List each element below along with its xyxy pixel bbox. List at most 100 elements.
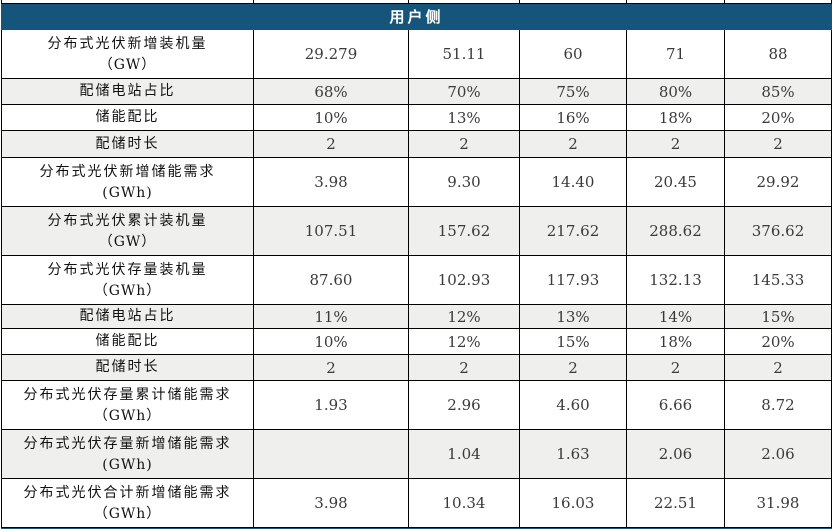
row-label-cell: 分布式光伏存量新增储能需求 (GWh) xyxy=(1,429,254,479)
value-cell: 11% xyxy=(253,304,409,329)
value-cell: 60 xyxy=(519,29,627,79)
row-unit: （GWh） xyxy=(93,407,162,424)
table-row: 配储时长 2 2 2 2 2 xyxy=(1,130,832,158)
value-cell: 29.279 xyxy=(253,29,409,79)
row-label-cell: 配储电站占比 xyxy=(1,304,254,329)
value-cell: 20.45 xyxy=(626,157,725,207)
row-label: 配储时长 xyxy=(95,359,160,375)
row-label: 储能配比 xyxy=(95,109,160,125)
row-label: 分布式光伏存量装机量 xyxy=(47,261,208,278)
value-cell: 68% xyxy=(253,78,409,105)
row-label: 分布式光伏合计新增储能需求 xyxy=(23,484,232,501)
value-cell: 1.04 xyxy=(408,429,520,479)
row-label-cell: 储能配比 xyxy=(1,104,254,131)
value-cell: 22.51 xyxy=(626,478,725,528)
value-cell: 1.93 xyxy=(253,380,409,430)
row-label: 配储电站占比 xyxy=(79,83,176,99)
value-cell: 51.11 xyxy=(408,29,520,79)
section-title: 用户侧 xyxy=(1,3,832,30)
value-cell: 80% xyxy=(626,78,725,105)
value-cell: 31.98 xyxy=(724,478,832,528)
value-cell: 2.96 xyxy=(408,380,520,430)
row-label-cell: 分布式光伏新增装机量 （GW） xyxy=(1,29,254,79)
table-row: 储能配比 10% 13% 16% 18% 20% xyxy=(1,104,832,131)
value-cell: 70% xyxy=(408,78,520,105)
value-cell: 2 xyxy=(408,130,520,158)
table-row: 储能配比 10% 12% 15% 18% 20% xyxy=(1,328,832,355)
row-label: 分布式光伏新增装机量 xyxy=(47,35,208,52)
row-label-cell: 分布式光伏存量累计储能需求 （GWh） xyxy=(1,380,254,430)
table-row: 分布式光伏新增装机量 （GW） 29.279 51.11 60 71 88 xyxy=(1,29,832,79)
row-unit: （GW） xyxy=(98,56,157,73)
value-cell: 15% xyxy=(724,304,832,329)
row-label-cell: 配储电站占比 xyxy=(1,78,254,105)
value-cell: 2 xyxy=(626,354,725,381)
row-label-cell: 分布式光伏累计装机量 （GW） xyxy=(1,206,254,256)
row-label-cell: 配储时长 xyxy=(1,130,254,158)
value-cell: 10.34 xyxy=(408,478,520,528)
value-cell: 18% xyxy=(626,104,725,131)
value-cell: 2 xyxy=(253,354,409,381)
row-unit: （GW） xyxy=(98,233,157,250)
value-cell: 117.93 xyxy=(519,255,627,305)
value-cell: 20% xyxy=(724,328,832,355)
value-cell: 132.13 xyxy=(626,255,725,305)
value-cell: 145.33 xyxy=(724,255,832,305)
row-label: 分布式光伏存量累计储能需求 xyxy=(23,386,232,403)
value-cell: 13% xyxy=(519,304,627,329)
value-cell: 2.06 xyxy=(724,429,832,479)
value-cell: 107.51 xyxy=(253,206,409,256)
value-cell: 12% xyxy=(408,328,520,355)
value-cell: 2 xyxy=(519,354,627,381)
row-label: 分布式光伏存量新增储能需求 xyxy=(23,435,232,452)
table-section-header-row: 用户侧 xyxy=(1,3,832,30)
row-label-cell: 分布式光伏新增储能需求 (GWh) xyxy=(1,157,254,207)
value-cell: 29.92 xyxy=(724,157,832,207)
value-cell: 2 xyxy=(724,130,832,158)
value-cell: 4.60 xyxy=(519,380,627,430)
row-label: 配储电站占比 xyxy=(79,308,176,324)
row-label: 分布式光伏累计装机量 xyxy=(47,212,208,229)
table-row: 分布式光伏新增储能需求 (GWh) 3.98 9.30 14.40 20.45 … xyxy=(1,157,832,207)
row-label-cell: 配储时长 xyxy=(1,354,254,381)
row-label-cell: 分布式光伏合计新增储能需求 （GWh） xyxy=(1,478,254,528)
row-unit: （GWh） xyxy=(93,505,162,522)
value-cell: 14% xyxy=(626,304,725,329)
table-row: 分布式光伏累计装机量 （GW） 107.51 157.62 217.62 288… xyxy=(1,206,832,256)
value-cell: 102.93 xyxy=(408,255,520,305)
row-label: 分布式光伏新增储能需求 xyxy=(39,163,216,180)
row-unit: （GWh） xyxy=(93,282,162,299)
value-cell: 12% xyxy=(408,304,520,329)
value-cell: 20% xyxy=(724,104,832,131)
value-cell xyxy=(253,429,409,479)
value-cell: 2 xyxy=(626,130,725,158)
value-cell: 87.60 xyxy=(253,255,409,305)
value-cell: 3.98 xyxy=(253,478,409,528)
table-row: 分布式光伏存量装机量 （GWh） 87.60 102.93 117.93 132… xyxy=(1,255,832,305)
value-cell: 2 xyxy=(724,354,832,381)
value-cell: 2 xyxy=(519,130,627,158)
table-row: 配储电站占比 11% 12% 13% 14% 15% xyxy=(1,304,832,329)
row-unit: (GWh) xyxy=(102,456,153,473)
value-cell: 1.63 xyxy=(519,429,627,479)
table-bottom-rule xyxy=(1,527,832,529)
value-cell: 376.62 xyxy=(724,206,832,256)
bottom-rule-bar xyxy=(1,527,832,529)
row-label-cell: 分布式光伏存量装机量 （GWh） xyxy=(1,255,254,305)
table-row: 配储电站占比 68% 70% 75% 80% 85% xyxy=(1,78,832,105)
value-cell: 14.40 xyxy=(519,157,627,207)
value-cell: 6.66 xyxy=(626,380,725,430)
table-row: 分布式光伏存量累计储能需求 （GWh） 1.93 2.96 4.60 6.66 … xyxy=(1,380,832,430)
value-cell: 85% xyxy=(724,78,832,105)
table-row: 分布式光伏存量新增储能需求 (GWh) 1.04 1.63 2.06 2.06 xyxy=(1,429,832,479)
value-cell: 2 xyxy=(408,354,520,381)
value-cell: 16% xyxy=(519,104,627,131)
value-cell: 10% xyxy=(253,328,409,355)
row-unit: (GWh) xyxy=(102,184,153,201)
table-row: 配储时长 2 2 2 2 2 xyxy=(1,354,832,381)
value-cell: 88 xyxy=(724,29,832,79)
value-cell: 16.03 xyxy=(519,478,627,528)
table-row: 分布式光伏合计新增储能需求 （GWh） 3.98 10.34 16.03 22.… xyxy=(1,478,832,528)
value-cell: 2 xyxy=(253,130,409,158)
